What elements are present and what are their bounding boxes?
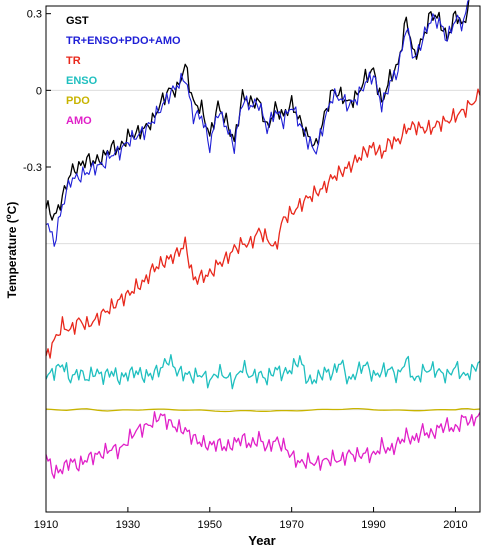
x-tick-label: 1970 [279, 519, 303, 531]
series-line-tr [45, 88, 481, 359]
y-axis-title-degree: o [4, 214, 13, 219]
x-axis-title: Year [248, 533, 275, 548]
legend-entry-enso: ENSO [66, 75, 98, 87]
y-tick-label: 0.3 [27, 9, 42, 21]
series-line-tr-enso-pdo-amo [45, 0, 470, 247]
series-lines [45, 0, 481, 479]
legend: GST TR+ENSO+PDO+AMO TR ENSO PDO AMO [66, 15, 181, 127]
legend-entry-pdo: PDO [66, 95, 90, 107]
x-tick-label: 2010 [443, 519, 467, 531]
legend-entry-amo: AMO [66, 115, 92, 127]
x-tick-label: 1990 [361, 519, 385, 531]
y-tick-label: 0 [36, 85, 42, 97]
gridlines [46, 89, 480, 411]
legend-entry-tr: TR [66, 55, 81, 67]
x-tick-label: 1910 [34, 519, 58, 531]
y-tick-label: -0.3 [23, 162, 42, 174]
legend-entry-tr-enso-pdo-amo: TR+ENSO+PDO+AMO [66, 35, 181, 47]
x-axis-ticks: 1910 1930 1950 1970 1990 2010 [34, 507, 468, 531]
series-line-gst [45, 0, 470, 221]
x-tick-label: 1950 [198, 519, 222, 531]
legend-entry-gst: GST [66, 15, 89, 27]
y-axis-title: Temperature (oC) [4, 202, 19, 299]
series-line-enso [45, 354, 481, 390]
y-axis-title-unit: C) [5, 202, 19, 215]
y-axis-title-main: Temperature ( [5, 219, 19, 298]
x-tick-label: 1930 [116, 519, 140, 531]
series-line-pdo [45, 407, 481, 413]
y-axis-ticks: 0.3 0 -0.3 [23, 9, 51, 174]
plot-frame [45, 5, 481, 513]
series-line-amo [45, 411, 481, 479]
